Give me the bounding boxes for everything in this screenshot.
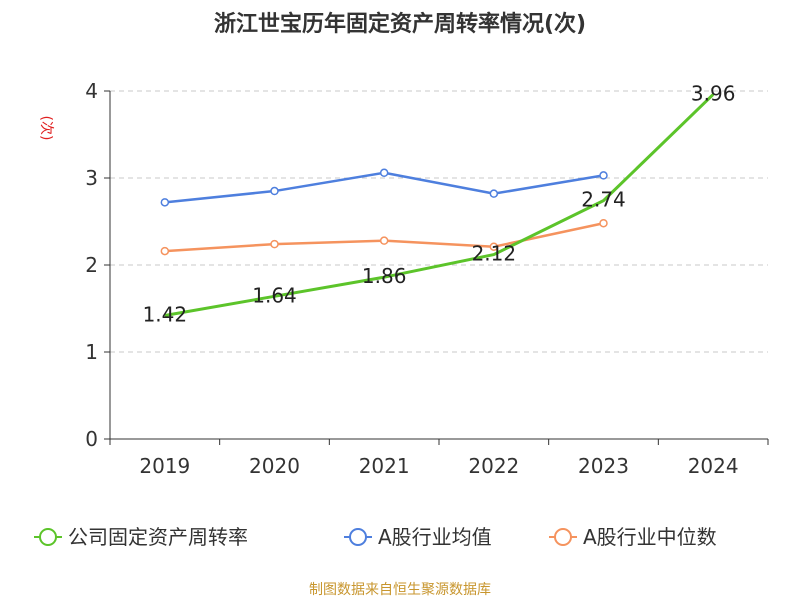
data-label: 3.96 bbox=[691, 81, 736, 105]
legend-label: 公司固定资产周转率 bbox=[68, 525, 248, 549]
x-tick-label: 2023 bbox=[578, 454, 629, 478]
data-point bbox=[270, 186, 279, 196]
legend-label: A股行业均值 bbox=[378, 525, 492, 549]
source-note: 制图数据来自恒生聚源数据库 bbox=[309, 582, 491, 598]
series-layer bbox=[160, 93, 715, 317]
y-tick-label: 3 bbox=[85, 166, 98, 190]
data-label: 1.86 bbox=[362, 264, 407, 288]
data-point bbox=[160, 198, 170, 207]
legend-marker-circle bbox=[39, 528, 57, 546]
data-point bbox=[270, 239, 279, 249]
legend-label: A股行业中位数 bbox=[583, 525, 717, 549]
y-tick-label: 1 bbox=[85, 340, 98, 364]
legend-marker-circle bbox=[349, 528, 367, 546]
series-line bbox=[164, 171, 604, 204]
y-tick-label: 2 bbox=[85, 253, 98, 277]
data-point bbox=[489, 189, 499, 198]
data-label: 2.12 bbox=[472, 242, 517, 266]
legend-marker-circle bbox=[554, 528, 572, 546]
y-tick-label: 4 bbox=[85, 79, 98, 103]
data-point bbox=[599, 171, 608, 180]
data-point bbox=[379, 236, 389, 245]
series-line bbox=[164, 93, 715, 317]
x-tick-label: 2022 bbox=[468, 454, 519, 478]
legend: 公司固定资产周转率 A股行业均值 A股行业中位数 bbox=[34, 525, 717, 549]
data-point bbox=[160, 246, 170, 256]
y-axis-label: (次) bbox=[38, 116, 54, 141]
chart-title: 浙江世宝历年固定资产周转率情况(次) bbox=[214, 11, 586, 37]
data-point bbox=[599, 218, 608, 228]
x-tick-label: 2024 bbox=[688, 454, 739, 478]
data-label: 2.74 bbox=[581, 188, 626, 212]
gridlines bbox=[110, 90, 768, 353]
data-point bbox=[489, 242, 499, 251]
axes: 0 1 2 3 4 2019 2020 2021 2022 2023 2024 bbox=[85, 79, 769, 478]
x-tick-label: 2019 bbox=[139, 454, 190, 478]
data-label: 1.42 bbox=[143, 302, 188, 326]
x-tick-label: 2020 bbox=[249, 454, 300, 478]
data-label: 1.64 bbox=[252, 283, 297, 307]
y-tick-label: 0 bbox=[85, 427, 98, 451]
data-labels: 1.42 1.64 1.86 2.12 2.74 3.96 bbox=[143, 81, 736, 326]
x-tick-label: 2021 bbox=[359, 454, 410, 478]
data-point bbox=[379, 168, 389, 178]
